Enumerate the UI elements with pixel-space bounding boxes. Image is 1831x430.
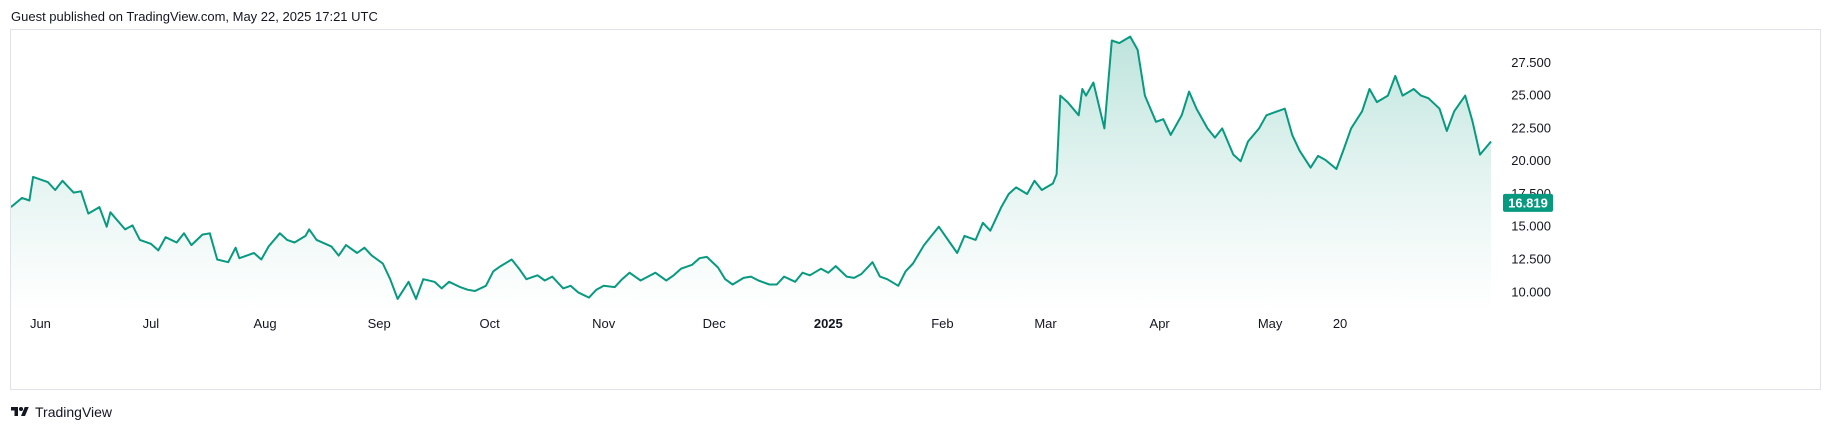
last-price-label: 16.819 [1508,195,1548,210]
x-tick-label: Nov [592,316,616,331]
y-tick-label: 10.000 [1511,284,1551,299]
last-price-badge [1503,193,1553,212]
x-tick-label: Dec [703,316,727,331]
tradingview-logo-icon [11,407,29,416]
x-tick-label: May [1258,316,1283,331]
y-tick-label: 27.500 [1511,55,1551,70]
series-area [11,36,1491,312]
y-tick-label: 12.500 [1511,252,1551,267]
publish-info: Guest published on TradingView.com, May … [11,9,378,24]
x-tick-label: 2025 [814,316,843,331]
chart-panel[interactable]: 10.000 12.500 15.000 17.500 20.000 22.500 25.0… [10,29,1821,390]
x-tick-label: 20 [1333,316,1347,331]
series-line [11,35,1492,300]
x-tick-label: Sep [368,316,391,331]
y-tick-label: 22.500 [1511,120,1551,135]
x-tick-label: Jun [30,316,51,331]
y-tick-label: 15.000 [1511,219,1551,234]
y-tick-label: 25.000 [1511,88,1551,103]
footer-brand-text: TradingView [35,404,113,420]
footer: TradingView [11,403,112,421]
x-tick-label: Mar [1034,316,1057,331]
x-tick-label: Aug [253,316,276,331]
x-tick-label: Feb [931,316,953,331]
x-tick-label: Jul [143,316,160,331]
price-chart[interactable]: 10.00012.50015.00017.50020.00022.50025.0… [11,30,1822,391]
x-tick-label: Apr [1150,316,1171,331]
x-tick-label: Oct [479,316,500,331]
y-tick-label: 20.000 [1511,153,1551,168]
